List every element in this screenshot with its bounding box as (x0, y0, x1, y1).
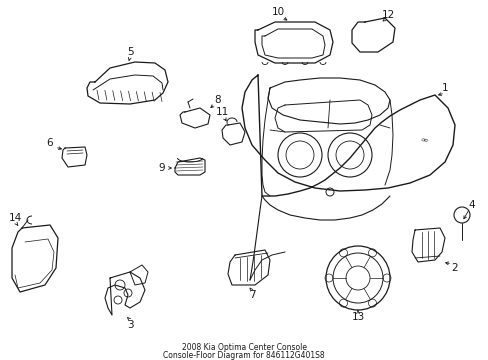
Text: 5: 5 (126, 47, 133, 57)
Text: 1: 1 (441, 83, 447, 93)
Text: 6: 6 (46, 138, 53, 148)
Text: 3: 3 (126, 320, 133, 330)
Text: 9: 9 (159, 163, 165, 173)
Text: 7: 7 (248, 290, 255, 300)
Text: 10: 10 (271, 7, 284, 17)
Text: 14: 14 (8, 213, 21, 223)
Text: Console-Floor Diagram for 846112G401S8: Console-Floor Diagram for 846112G401S8 (163, 351, 324, 360)
Text: oo: oo (420, 137, 428, 143)
Text: 8: 8 (214, 95, 221, 105)
Text: 13: 13 (351, 312, 364, 322)
Text: 12: 12 (381, 10, 394, 20)
Text: 2: 2 (451, 263, 457, 273)
Text: 4: 4 (468, 200, 474, 210)
Text: 11: 11 (215, 107, 228, 117)
Text: 2008 Kia Optima Center Console: 2008 Kia Optima Center Console (181, 343, 306, 352)
